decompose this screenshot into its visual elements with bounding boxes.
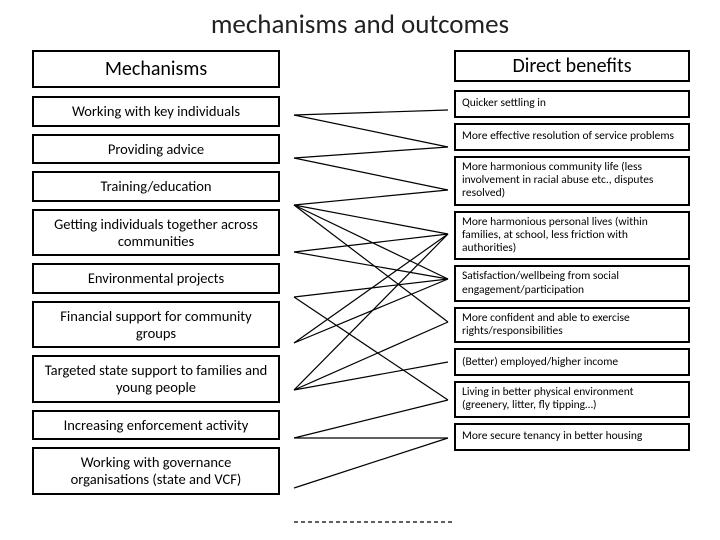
connector-svg <box>290 50 452 540</box>
benefits-column: Direct benefits Quicker settling in More… <box>452 50 720 540</box>
benefit-box: More secure tenancy in better housing <box>454 423 690 451</box>
mechanism-box: Increasing enforcement activity <box>32 410 280 441</box>
mechanisms-column: Mechanisms Working with key individuals … <box>0 50 290 540</box>
mechanism-box: Working with governance organisations (s… <box>32 447 280 494</box>
benefit-box: More confident and able to exercise righ… <box>454 307 690 343</box>
mechanism-box: Getting individuals together across comm… <box>32 209 280 256</box>
mechanism-box: Training/education <box>32 171 280 202</box>
mechanisms-header: Mechanisms <box>32 50 280 88</box>
benefit-box: Quicker settling in <box>454 90 690 118</box>
mechanism-box: Providing advice <box>32 134 280 165</box>
benefit-box: More harmonious community life (less inv… <box>454 156 690 206</box>
connectors-column <box>290 50 452 540</box>
benefit-box: More harmonious personal lives (within f… <box>454 211 690 261</box>
page-title: mechanisms and outcomes <box>0 0 720 41</box>
mechanism-box: Working with key individuals <box>32 96 280 127</box>
benefit-box: (Better) employed/higher income <box>454 348 690 376</box>
mechanism-box: Financial support for community groups <box>32 301 280 348</box>
diagram-columns: Mechanisms Working with key individuals … <box>0 50 720 540</box>
mechanism-box: Environmental projects <box>32 263 280 294</box>
benefit-box: More effective resolution of service pro… <box>454 123 690 151</box>
mechanism-box: Targeted state support to families and y… <box>32 355 280 402</box>
benefit-box: Living in better physical environment (g… <box>454 381 690 417</box>
benefit-box: Satisfaction/wellbeing from social engag… <box>454 265 690 301</box>
benefits-header: Direct benefits <box>454 50 690 82</box>
